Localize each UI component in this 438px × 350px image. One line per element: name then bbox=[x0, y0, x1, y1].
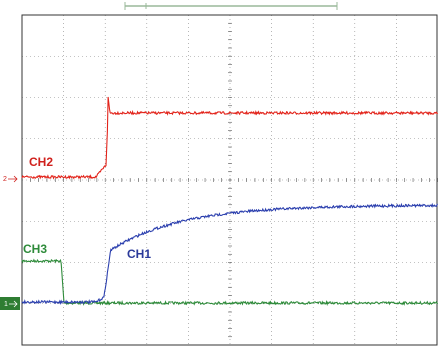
graticule-border bbox=[21, 14, 438, 346]
ch3-trace bbox=[21, 258, 438, 306]
ch2-label: CH2 bbox=[29, 155, 53, 169]
ch2-marker-arrow bbox=[8, 175, 18, 183]
ch1-marker: 1 bbox=[4, 301, 8, 308]
ch1-label: CH1 bbox=[127, 247, 151, 261]
ch1-marker-arrow bbox=[9, 300, 18, 308]
ch2-trace bbox=[21, 96, 438, 180]
ch2-marker: 2 bbox=[3, 176, 7, 183]
ch3-label: CH3 bbox=[23, 242, 47, 256]
ch1-trace bbox=[21, 202, 438, 305]
ch1-marker-box bbox=[0, 297, 20, 310]
traces bbox=[21, 96, 438, 306]
